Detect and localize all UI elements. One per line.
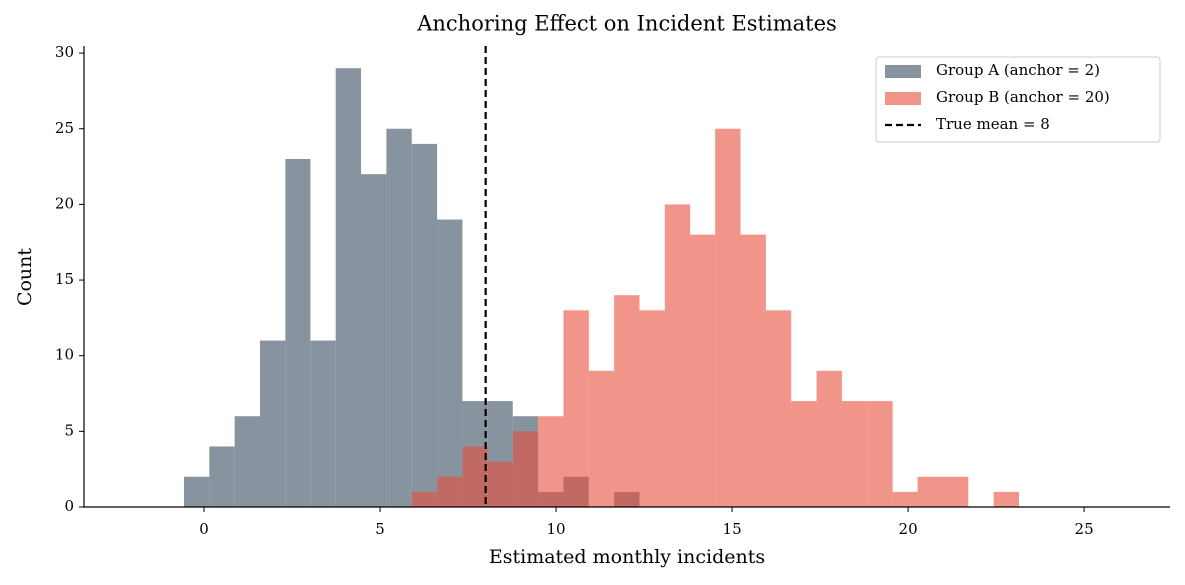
bar (538, 416, 564, 507)
legend-label: True mean = 8 (936, 115, 1050, 133)
bar (639, 310, 665, 507)
y-tick-label: 0 (64, 497, 74, 515)
y-tick-label: 5 (64, 421, 74, 439)
legend-swatch (885, 65, 921, 78)
bar (335, 68, 362, 507)
bar (260, 340, 286, 507)
bar (437, 476, 463, 507)
bar (588, 370, 615, 507)
bar (841, 401, 868, 507)
bar (462, 446, 488, 507)
x-tick-label: 10 (547, 520, 566, 538)
bar (765, 310, 792, 507)
bar (285, 159, 311, 507)
bar (993, 491, 1019, 507)
y-tick-label: 25 (55, 119, 74, 137)
bar (512, 431, 539, 507)
bar (917, 476, 943, 507)
y-tick-label: 20 (55, 194, 74, 212)
y-tick-label: 30 (55, 43, 74, 61)
legend-label: Group A (anchor = 2) (936, 61, 1100, 79)
bar (942, 476, 969, 507)
bar (386, 128, 412, 508)
y-tick-label: 10 (55, 346, 74, 364)
bar (361, 174, 387, 507)
bar (715, 128, 741, 508)
x-tick-label: 20 (899, 520, 918, 538)
bar (209, 446, 235, 507)
bar (892, 491, 918, 507)
bar (614, 295, 640, 507)
bar (690, 234, 716, 507)
bar (411, 491, 438, 507)
bar (183, 476, 210, 507)
chart-title: Anchoring Effect on Incident Estimates (416, 12, 837, 36)
x-tick-label: 25 (1075, 520, 1094, 538)
bar (867, 401, 893, 507)
bar (563, 310, 589, 507)
bar (816, 370, 842, 507)
y-tick-label: 15 (55, 270, 74, 288)
y-axis-label: Count (14, 248, 36, 306)
x-axis-label: Estimated monthly incidents (489, 546, 765, 568)
bar (740, 234, 766, 507)
x-tick-label: 15 (723, 520, 742, 538)
bar (411, 143, 438, 508)
legend-label: Group B (anchor = 20) (936, 88, 1110, 106)
bar (664, 204, 691, 507)
bar (437, 219, 463, 507)
bar (234, 416, 261, 507)
bar (310, 340, 336, 507)
bar (791, 401, 817, 507)
bar (487, 461, 513, 507)
legend-box (875, 56, 1161, 143)
legend-swatch (885, 92, 921, 105)
x-tick-label: 0 (199, 520, 209, 538)
x-tick-label: 5 (375, 520, 385, 538)
